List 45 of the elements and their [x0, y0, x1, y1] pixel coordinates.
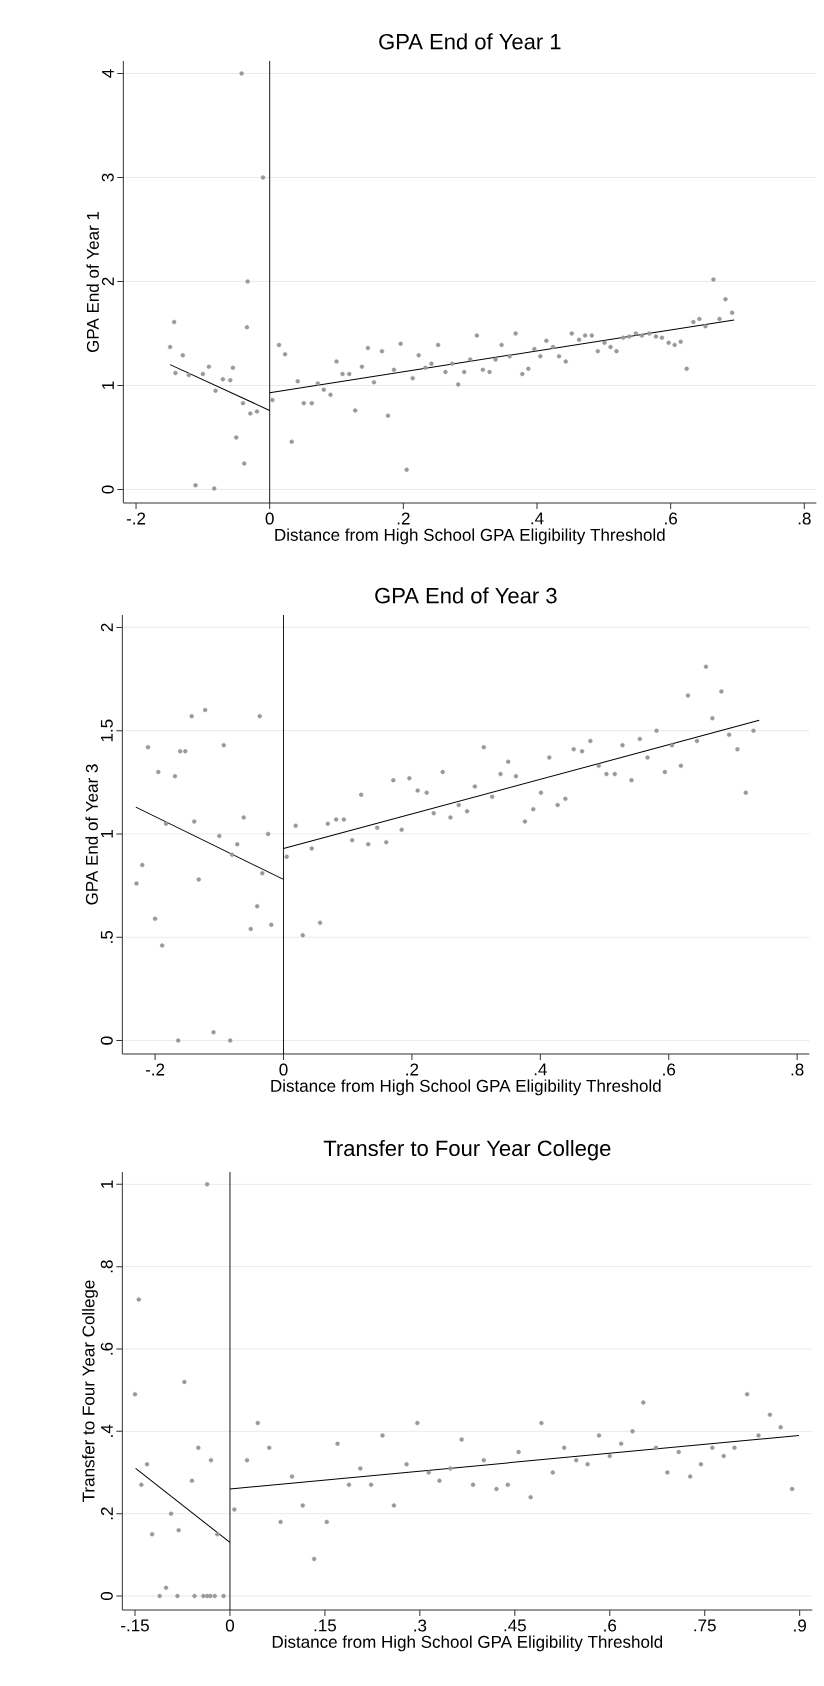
- x-tick-label: 0: [225, 1619, 234, 1632]
- x-tick-label: -.15: [120, 1619, 149, 1632]
- y-tick-label: .5: [100, 930, 113, 943]
- x-axis-title: Distance from High School GPA Eligibility Threshold: [275, 528, 665, 545]
- y-tick-label: .2: [100, 1507, 113, 1520]
- y-tick-label: 1: [100, 1180, 113, 1188]
- y-tick-label: 4: [101, 69, 114, 78]
- x-tick-label: -.2: [126, 512, 145, 525]
- chart-title: Transfer to Four Year College: [323, 1139, 611, 1161]
- y-tick-label: .6: [100, 1342, 113, 1355]
- y-tick-label: 1: [101, 381, 114, 389]
- x-tick-label: 0: [279, 1063, 288, 1076]
- y-axis-title: Transfer to Four Year College: [81, 1280, 98, 1502]
- x-tick-label: .8: [798, 512, 811, 525]
- y-axis-title: GPA End of Year 3: [85, 764, 98, 905]
- x-tick-label: .3: [414, 1619, 427, 1632]
- x-axis-title: Distance from High School GPA Eligibility Threshold: [272, 1635, 662, 1652]
- y-tick-label: 1: [100, 830, 113, 838]
- x-tick-label: .6: [663, 1063, 675, 1076]
- x-tick-label: .75: [694, 1619, 716, 1632]
- chart-title: GPA End of Year 1: [379, 33, 561, 50]
- chart-title: GPA End of Year 3: [375, 587, 557, 604]
- y-tick-label: 0: [101, 485, 114, 494]
- x-tick-label: .45: [504, 1619, 526, 1632]
- x-tick-label: .2: [397, 512, 410, 525]
- x-tick-label: .4: [531, 512, 544, 525]
- x-tick-label: .4: [534, 1063, 547, 1076]
- y-tick-label: 2: [100, 623, 113, 632]
- y-axis-title: GPA End of Year 1: [86, 211, 99, 353]
- x-tick-label: .6: [604, 1619, 616, 1632]
- x-tick-label: 0: [265, 512, 274, 525]
- y-tick-label: 2: [101, 277, 114, 286]
- y-tick-label: 0: [100, 1591, 113, 1601]
- x-tick-label: .8: [791, 1063, 804, 1076]
- y-tick-label: .8: [100, 1260, 113, 1273]
- x-tick-label: .6: [664, 512, 677, 525]
- x-tick-label: .9: [793, 1619, 806, 1632]
- x-tick-label: .15: [314, 1619, 336, 1632]
- x-tick-label: -.2: [145, 1063, 164, 1076]
- y-tick-label: 3: [101, 173, 114, 182]
- x-axis-title: Distance from High School GPA Eligibility Threshold: [271, 1079, 661, 1096]
- y-tick-label: .4: [100, 1424, 113, 1437]
- y-tick-label: 0: [100, 1036, 113, 1045]
- x-tick-label: .2: [406, 1063, 418, 1076]
- y-tick-label: 1.5: [100, 719, 113, 742]
